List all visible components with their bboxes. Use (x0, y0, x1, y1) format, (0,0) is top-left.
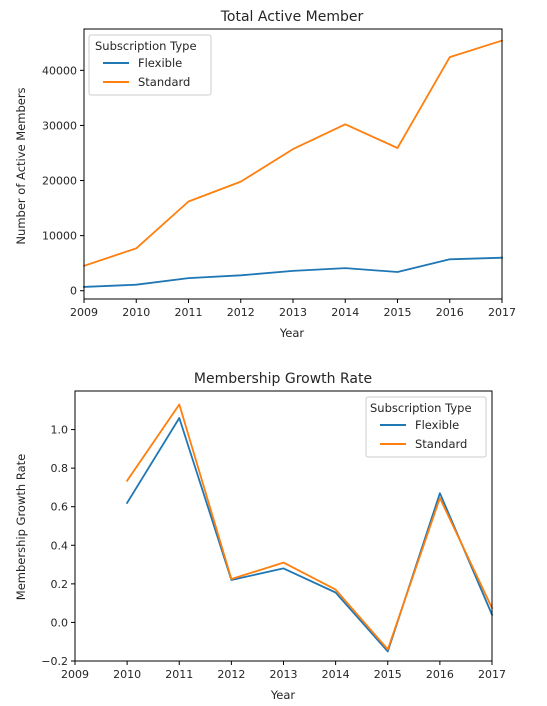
series-line-standard (82, 39, 504, 268)
chart-membership-growth-rate: Membership Growth Rate Year Membership G… (14, 371, 506, 702)
y-tick-label: 0.2 (51, 578, 69, 591)
x-tick-label: 2013 (270, 668, 298, 681)
x-tick-label: 2014 (331, 306, 359, 319)
chart-title: Membership Growth Rate (194, 371, 372, 387)
y-tick-label: 1.0 (51, 424, 69, 437)
legend: Subscription Type Flexible Standard (88, 34, 212, 96)
legend-label-standard: Standard (138, 75, 190, 89)
chart-title: Total Active Member (220, 9, 364, 25)
x-tick-label: 2011 (175, 306, 203, 319)
y-tick-label: 0.0 (51, 616, 69, 629)
y-tick-label: 0 (70, 285, 77, 298)
plot-frame (74, 390, 493, 662)
series-line-standard (125, 403, 494, 651)
legend: Subscription Type Flexible Standard (365, 396, 487, 458)
y-tick-label: 0.4 (51, 539, 69, 552)
series-line-flexible (125, 417, 494, 653)
legend-label-flexible: Flexible (138, 56, 182, 70)
x-tick-label: 2016 (426, 668, 454, 681)
x-tick-label: 2009 (70, 306, 98, 319)
x-tick-label: 2015 (374, 668, 402, 681)
chart-total-active-member: Total Active Member Year Number of Activ… (14, 9, 516, 340)
y-tick-label: 0.6 (51, 501, 69, 514)
x-tick-label: 2013 (279, 306, 307, 319)
legend-title: Subscription Type (95, 39, 197, 53)
x-axis-label: Year (270, 688, 296, 702)
y-axis-label: Number of Active Members (14, 87, 28, 244)
y-tick-label: 0.8 (51, 462, 69, 475)
x-tick-label: 2012 (227, 306, 255, 319)
legend-title: Subscription Type (370, 401, 472, 415)
y-tick-label: −0.2 (41, 655, 68, 668)
legend-box (365, 396, 487, 458)
y-tick-label: 40000 (42, 64, 77, 77)
x-tick-label: 2010 (113, 668, 141, 681)
legend-box (88, 34, 212, 96)
y-axis-label: Membership Growth Rate (14, 454, 28, 600)
series-line-flexible (83, 256, 503, 288)
x-tick-label: 2012 (217, 668, 245, 681)
legend-label-standard: Standard (415, 437, 467, 451)
x-tick-label: 2009 (61, 668, 89, 681)
x-tick-label: 2015 (384, 306, 412, 319)
x-tick-label: 2014 (322, 668, 350, 681)
y-tick-label: 20000 (42, 175, 77, 188)
x-tick-label: 2016 (436, 306, 464, 319)
x-tick-label: 2017 (488, 306, 516, 319)
plot-frame (83, 28, 503, 300)
y-tick-label: 30000 (42, 119, 77, 132)
x-axis-label: Year (279, 326, 305, 340)
x-tick-label: 2017 (478, 668, 506, 681)
legend-label-flexible: Flexible (415, 418, 459, 432)
x-tick-label: 2011 (165, 668, 193, 681)
y-tick-label: 10000 (42, 230, 77, 243)
x-tick-label: 2010 (122, 306, 150, 319)
